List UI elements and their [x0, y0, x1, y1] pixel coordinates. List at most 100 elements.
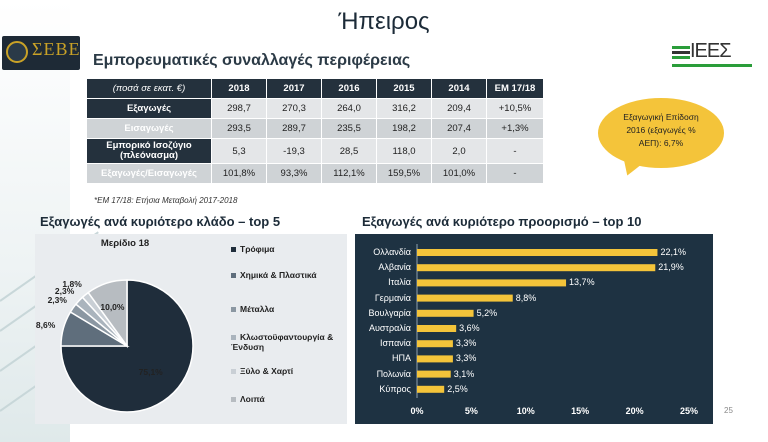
table-cell: +1,3% — [487, 119, 543, 138]
sector-pie-panel: Μερίδιο 18 Τρόφιμα Χημικά & Πλαστικά Μέταλ… — [35, 234, 347, 424]
trade-table: (ποσά σε εκατ. €) 2018 2017 2016 2015 20… — [86, 78, 544, 184]
bar — [417, 249, 658, 256]
bar-value-label: 21,9% — [658, 262, 684, 273]
legend-label: Κλωστοϋφαντουργία & Ένδυση — [231, 332, 334, 352]
category-label: Ιταλία — [388, 277, 411, 288]
category-label: Αυστραλία — [368, 323, 411, 333]
iees-logo-text: ΙΕΕΣ — [690, 40, 732, 62]
x-tick-label: 20% — [625, 406, 644, 416]
table-header-cell: 2018 — [212, 79, 266, 98]
table-cell: 93,3% — [267, 164, 321, 183]
table-row: Εμπορικό Ισοζύγιο (πλεόνασμα) 5,3 -19,3 … — [87, 139, 543, 163]
pie-value-label: 75,1% — [138, 366, 163, 377]
sector-section-title: Εξαγωγές ανά κυριότερο κλάδο – top 5 — [40, 214, 281, 229]
table-row: Εξαγωγές 298,7 270,3 264,0 316,2 209,4 +… — [87, 99, 543, 118]
bar — [417, 279, 567, 287]
legend-swatch — [231, 369, 236, 375]
bubble-line: 2016 (εξαγωγές % — [626, 125, 696, 136]
table-cell: 235,5 — [322, 119, 376, 138]
table-cell: 270,3 — [267, 99, 321, 118]
category-label: ΗΠΑ — [391, 353, 411, 364]
table-cell: - — [487, 164, 543, 183]
legend-swatch — [231, 397, 236, 403]
pie-value-label: 10,0% — [100, 302, 125, 313]
legend-label: Λοιπά — [240, 394, 265, 404]
table-cell: 2,0 — [432, 139, 486, 163]
table-cell: 112,1% — [322, 164, 376, 183]
page-subtitle: Εμπορευματικές συναλλαγές περιφέρειας — [93, 52, 411, 69]
table-cell: 293,5 — [212, 119, 266, 138]
x-tick-label: 15% — [571, 406, 590, 416]
x-tick-label: 10% — [516, 406, 535, 416]
bubble-line: ΑΕΠ): 6,7% — [638, 138, 684, 149]
legend-label: Χημικά & Πλαστικά — [240, 270, 317, 280]
table-header-cell: 2015 — [377, 79, 431, 98]
logo-bars-icon — [672, 46, 690, 61]
table-cell: 159,5% — [377, 164, 431, 183]
table-header-cell: (ποσά σε εκατ. €) — [87, 79, 211, 98]
table-cell: 264,0 — [322, 99, 376, 118]
bar — [417, 340, 453, 348]
bar — [417, 355, 453, 363]
x-tick-label: 5% — [464, 406, 478, 416]
bar-value-label: 3,6% — [459, 323, 480, 333]
page-title: Ήπειρος — [338, 8, 430, 35]
seal-icon — [6, 41, 28, 63]
bar — [417, 370, 451, 378]
destination-bar-panel: Ολλανδία 22,1% Αλβανία 21,9% Ιταλία 13,7% Γερμ… — [355, 234, 713, 424]
bar-value-label: 3,1% — [453, 368, 475, 379]
pie-value-label: 2,3% — [54, 286, 75, 296]
legend-label: Τρόφιμα — [240, 244, 275, 254]
table-header-cell: ΕΜ 17/18 — [487, 79, 543, 98]
pie-value-label: 8,6% — [35, 319, 56, 330]
pie-chart — [60, 279, 194, 413]
x-tick-label: 0% — [410, 406, 424, 416]
table-header-row: (ποσά σε εκατ. €) 2018 2017 2016 2015 20… — [87, 79, 543, 98]
legend-swatch — [231, 335, 236, 341]
export-performance-bubble: Εξαγωγική Επίδοση 2016 (εξαγωγές % ΑΕΠ):… — [598, 98, 724, 168]
category-label: Κύπρος — [379, 383, 411, 394]
pie-value-label: 1,8% — [62, 279, 82, 289]
bar-value-label: 3,3% — [455, 353, 477, 364]
table-cell: 209,4 — [432, 99, 486, 118]
page-number: 25 — [724, 406, 733, 415]
seve-logo-text: ΣΕΒΕ — [32, 39, 81, 59]
table-cell: 289,7 — [267, 119, 321, 138]
legend-label: Μέταλλα — [240, 304, 275, 314]
bubble-line: Εξαγωγική Επίδοση — [623, 112, 699, 122]
legend-swatch — [231, 307, 236, 313]
legend-item: Ξύλο & Χαρτί — [231, 366, 343, 376]
table-header-cell: 2014 — [432, 79, 486, 98]
table-cell: 5,3 — [212, 139, 266, 163]
table-cell: -19,3 — [267, 139, 321, 163]
legend-item: Λοιπά — [231, 394, 343, 404]
table-cell: 28,5 — [322, 139, 376, 163]
table-cell: 316,2 — [377, 99, 431, 118]
bar-value-label: 13,7% — [569, 277, 595, 288]
pie-title: Μερίδιο 18 — [100, 238, 150, 249]
category-label: Πολωνία — [376, 368, 411, 379]
table-cell: 198,2 — [377, 119, 431, 138]
row-label: Εισαγωγές — [87, 119, 211, 138]
row-label: Εξαγωγές/Εισαγωγές — [87, 164, 211, 183]
category-label: Γερμανία — [374, 292, 411, 303]
destination-section-title: Εξαγωγές ανά κυριότερο προορισμό – top 1… — [362, 214, 642, 229]
bar — [417, 309, 474, 317]
bar — [417, 294, 513, 302]
table-row: Εξαγωγές/Εισαγωγές 101,8% 93,3% 112,1% 1… — [87, 164, 543, 183]
table-cell: - — [487, 139, 543, 163]
seve-logo: ΣΕΒΕ — [2, 36, 80, 70]
table-header-cell: 2016 — [322, 79, 376, 98]
table-cell: 101,8% — [212, 164, 266, 183]
bar-value-label: 22,1% — [660, 247, 686, 257]
legend-swatch — [231, 247, 236, 253]
pie-value-label: 2,3% — [47, 294, 67, 305]
row-label: Εμπορικό Ισοζύγιο (πλεόνασμα) — [87, 139, 211, 163]
pie-slice — [87, 279, 128, 349]
bar — [417, 325, 457, 332]
table-cell: 101,0% — [432, 164, 486, 183]
category-label: Ισπανία — [379, 338, 411, 349]
table-cell: 207,4 — [432, 119, 486, 138]
bar-value-label: 5,2% — [476, 307, 498, 318]
